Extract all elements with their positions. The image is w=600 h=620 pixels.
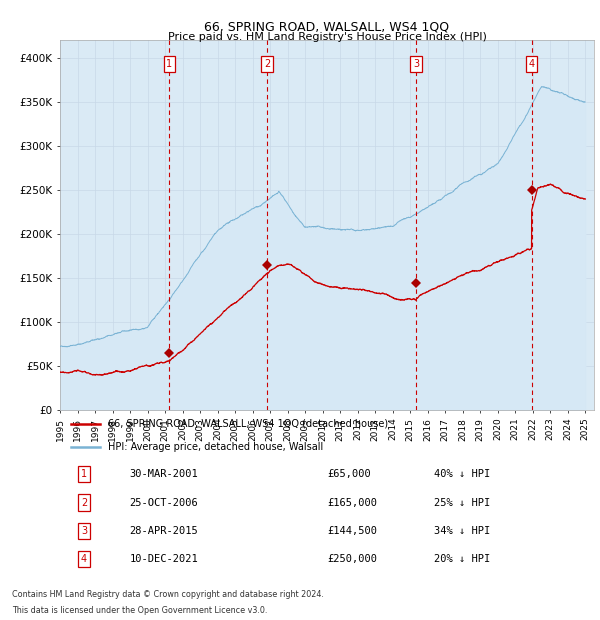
Text: 3: 3 [413,59,419,69]
Text: 40% ↓ HPI: 40% ↓ HPI [434,469,490,479]
Text: Contains HM Land Registry data © Crown copyright and database right 2024.: Contains HM Land Registry data © Crown c… [12,590,324,600]
Text: Price paid vs. HM Land Registry's House Price Index (HPI): Price paid vs. HM Land Registry's House … [167,32,487,42]
Text: 25% ↓ HPI: 25% ↓ HPI [434,497,490,508]
Text: This data is licensed under the Open Government Licence v3.0.: This data is licensed under the Open Gov… [12,606,268,616]
Text: £144,500: £144,500 [327,526,377,536]
Text: £250,000: £250,000 [327,554,377,564]
Text: 30-MAR-2001: 30-MAR-2001 [130,469,198,479]
Text: HPI: Average price, detached house, Walsall: HPI: Average price, detached house, Wals… [108,441,323,451]
Text: 2: 2 [81,497,87,508]
Text: 4: 4 [529,59,535,69]
Text: 28-APR-2015: 28-APR-2015 [130,526,198,536]
Text: 25-OCT-2006: 25-OCT-2006 [130,497,198,508]
Text: £65,000: £65,000 [327,469,371,479]
Text: 66, SPRING ROAD, WALSALL, WS4 1QQ: 66, SPRING ROAD, WALSALL, WS4 1QQ [205,20,449,33]
Text: 34% ↓ HPI: 34% ↓ HPI [434,526,490,536]
Text: 2: 2 [264,59,270,69]
Text: 1: 1 [166,59,172,69]
Text: 10-DEC-2021: 10-DEC-2021 [130,554,198,564]
Text: 3: 3 [81,526,87,536]
Text: 1: 1 [81,469,87,479]
Text: 20% ↓ HPI: 20% ↓ HPI [434,554,490,564]
Text: £165,000: £165,000 [327,497,377,508]
Text: 4: 4 [81,554,87,564]
Text: 66, SPRING ROAD, WALSALL, WS4 1QQ (detached house): 66, SPRING ROAD, WALSALL, WS4 1QQ (detac… [108,418,388,428]
